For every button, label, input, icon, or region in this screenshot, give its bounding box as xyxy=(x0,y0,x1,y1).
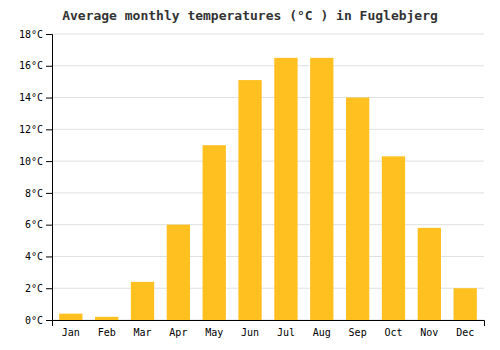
y-tick-mark xyxy=(46,320,52,321)
y-tick: 6°C xyxy=(25,219,52,230)
y-tick-mark xyxy=(46,98,52,99)
y-tick-label: 0°C xyxy=(25,315,43,326)
x-tick-label: Apr xyxy=(169,327,187,338)
bar xyxy=(346,98,369,320)
y-tick: 16°C xyxy=(19,60,52,71)
bar xyxy=(274,58,297,320)
y-tick: 8°C xyxy=(25,188,52,199)
x-axis-line xyxy=(53,321,485,327)
x-tick: Nov xyxy=(420,327,438,338)
y-tick: 18°C xyxy=(19,29,52,40)
y-tick-label: 18°C xyxy=(19,29,43,40)
plot: 0°C 2°C 4°C 6°C 8°C 10°C 12°C 14°C 16°C 18°C Jan Fe… xyxy=(19,29,485,338)
x-tick: Aug xyxy=(313,327,331,338)
x-tick: Apr xyxy=(169,327,187,338)
y-tick: 2°C xyxy=(25,283,52,294)
x-tick-label: Sep xyxy=(349,327,367,338)
y-tick: 10°C xyxy=(19,156,52,167)
y-tick-label: 14°C xyxy=(19,92,43,103)
grid-line xyxy=(52,65,484,66)
y-tick-mark xyxy=(46,288,52,289)
x-tick-label: Jul xyxy=(277,327,295,338)
x-tick: May xyxy=(205,327,223,338)
x-tick-label: Jun xyxy=(241,327,259,338)
x-tick: Feb xyxy=(98,327,116,338)
y-tick-mark xyxy=(46,161,52,162)
bar xyxy=(131,282,154,320)
bar xyxy=(454,288,477,320)
x-tick: Mar xyxy=(133,327,151,338)
y-tick-mark xyxy=(46,66,52,67)
x-axis: Jan Feb Mar Apr May Jun Jul Aug Sep Oct Nov Dec xyxy=(53,321,485,339)
bars xyxy=(59,58,477,320)
grid-line xyxy=(52,161,484,162)
y-tick-label: 10°C xyxy=(19,156,43,167)
x-tick-label: May xyxy=(205,327,223,338)
chart: Average monthly temperatures (°C ) in Fu… xyxy=(0,0,500,350)
grid-line xyxy=(52,34,484,35)
y-tick-label: 16°C xyxy=(19,60,43,71)
y-tick-mark xyxy=(46,129,52,130)
title: Average monthly temperatures (°C ) in Fu… xyxy=(62,8,438,23)
x-tick-label: Feb xyxy=(98,327,116,338)
x-tick-label: Dec xyxy=(456,327,474,338)
y-tick-label: 6°C xyxy=(25,219,43,230)
y-tick-mark xyxy=(46,256,52,257)
grid xyxy=(52,34,484,320)
y-tick-mark xyxy=(46,193,52,194)
bar xyxy=(203,145,226,320)
x-tick: Jan xyxy=(62,327,80,338)
bar xyxy=(59,314,82,320)
x-tick: Oct xyxy=(384,327,402,338)
x-tick: Jul xyxy=(277,327,295,338)
bar xyxy=(310,58,333,320)
y-axis: 0°C 2°C 4°C 6°C 8°C 10°C 12°C 14°C 16°C 18°C xyxy=(19,29,53,326)
y-tick-label: 12°C xyxy=(19,124,43,135)
x-tick: Jun xyxy=(241,327,259,338)
bar xyxy=(238,80,261,320)
x-tick: Sep xyxy=(349,327,367,338)
x-tick-label: Mar xyxy=(133,327,151,338)
y-tick-label: 8°C xyxy=(25,188,43,199)
grid-line xyxy=(52,192,484,193)
y-tick: 14°C xyxy=(19,92,52,103)
bar xyxy=(95,317,118,320)
y-tick: 0°C xyxy=(25,315,52,326)
grid-line xyxy=(52,129,484,130)
x-tick-label: Aug xyxy=(313,327,331,338)
grid-line xyxy=(52,97,484,98)
bar xyxy=(167,225,190,320)
y-tick-mark xyxy=(46,225,52,226)
y-tick: 4°C xyxy=(25,251,52,262)
y-tick-label: 2°C xyxy=(25,283,43,294)
grid-line xyxy=(52,224,484,225)
x-tick-label: Jan xyxy=(62,327,80,338)
x-tick-label: Oct xyxy=(384,327,402,338)
y-tick-mark xyxy=(46,34,52,35)
x-tick: Dec xyxy=(456,327,474,338)
y-axis-line xyxy=(46,35,53,321)
y-tick-label: 4°C xyxy=(25,251,43,262)
x-tick-label: Nov xyxy=(420,327,438,338)
bar xyxy=(418,228,441,320)
y-tick: 12°C xyxy=(19,124,52,135)
bar xyxy=(382,156,405,320)
